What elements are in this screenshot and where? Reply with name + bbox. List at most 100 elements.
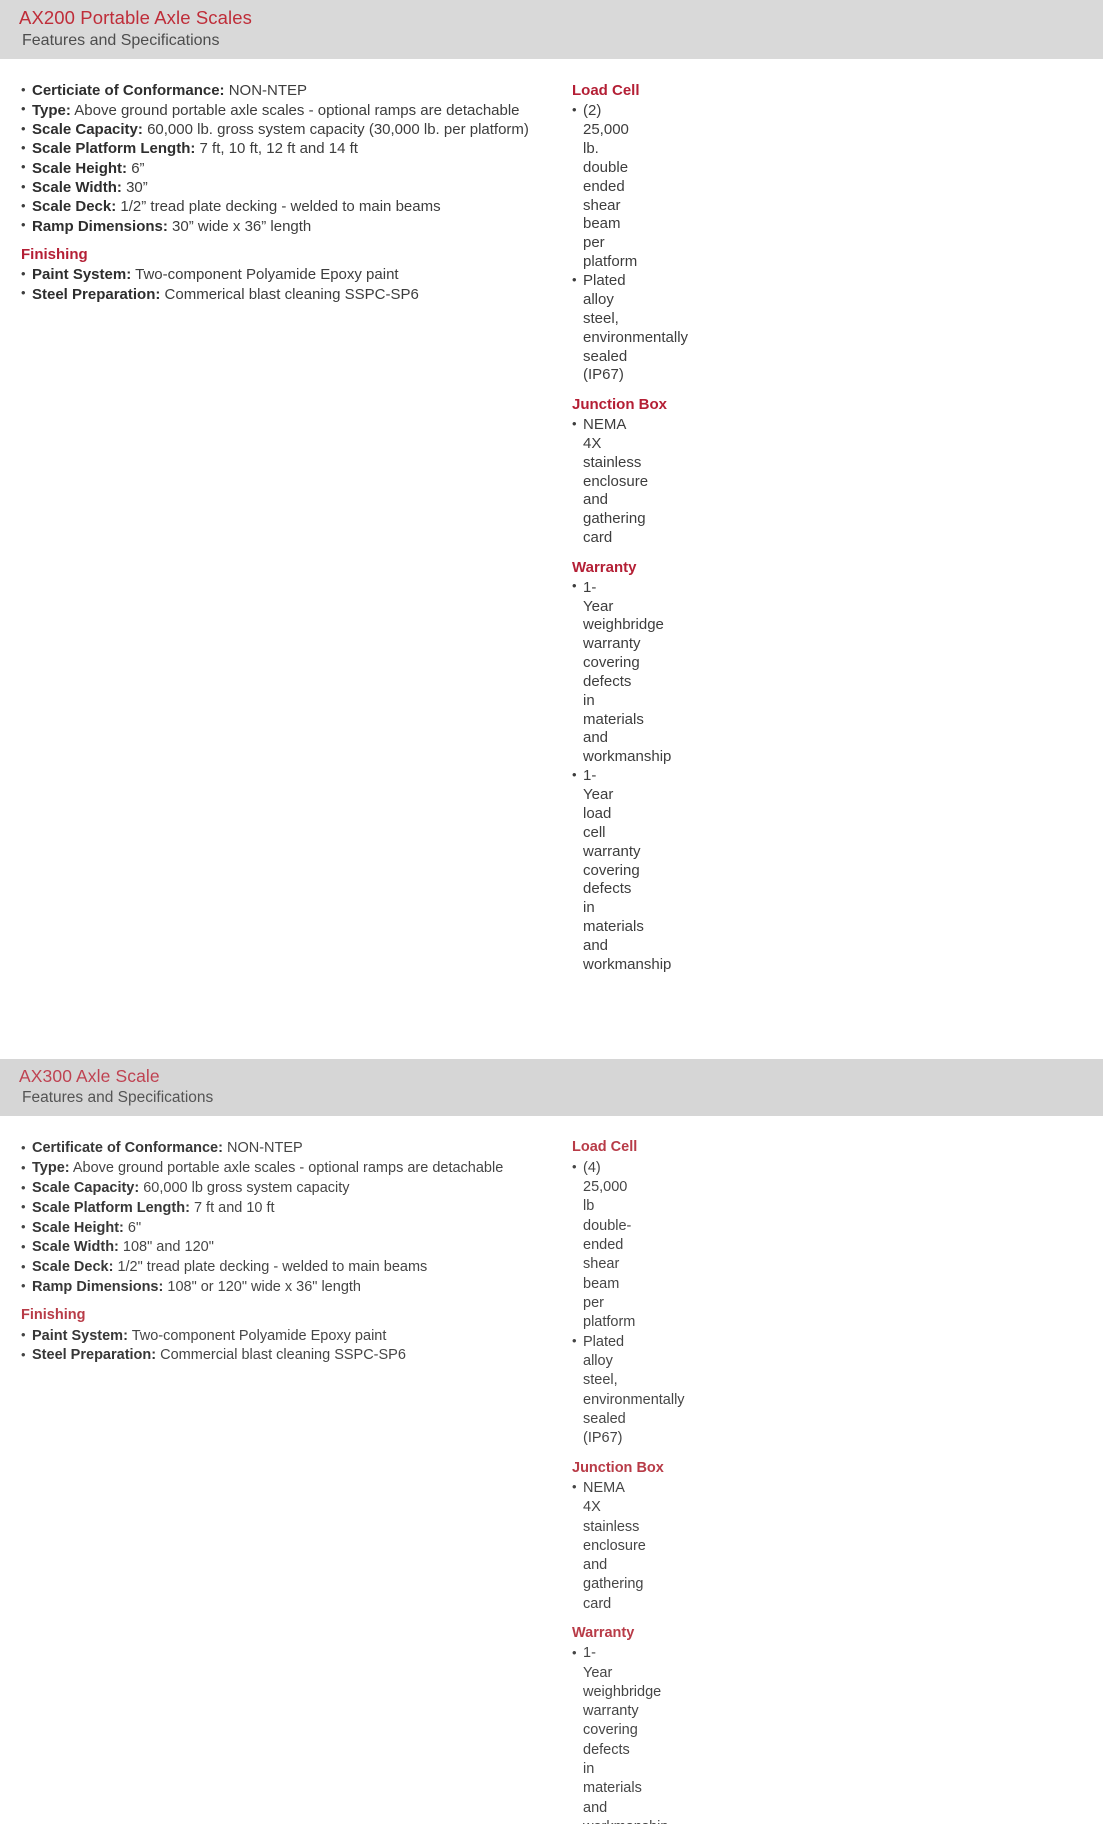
spec-item-value: Plated alloy steel, environmentally seal…: [583, 1333, 685, 1447]
spec-item-label: Scale Height:: [32, 1219, 124, 1236]
spec-item-value: 108" or 120" wide x 36" length: [167, 1278, 361, 1295]
spec-item-label: Scale Width:: [32, 1239, 119, 1256]
spec-item: Scale Deck: 1/2" tread plate decking - w…: [20, 1258, 556, 1277]
spec-item-value: Two-component Polyamide Epoxy paint: [131, 1327, 387, 1344]
spec-item-value: NEMA 4X stainless enclosure and gatherin…: [583, 1479, 646, 1612]
spec-item-label: Scale Capacity:: [32, 1180, 140, 1196]
spec-item-label: Scale Deck:: [32, 1259, 114, 1276]
spec-item-label: Certificate of Conformance:: [32, 1140, 223, 1157]
spec-item-value: NEMA 4X stainless enclosure and gatherin…: [583, 416, 649, 547]
spec-item-label: Steel Preparation:: [32, 285, 161, 303]
spec-item: Steel Preparation: Commerical blast clea…: [20, 285, 556, 305]
spec-item-value: Two-component Polyamide Epoxy paint: [135, 266, 399, 284]
section-ax300: AX300 Axle Scale Features and Specificat…: [0, 1058, 1103, 1824]
spec-item: 1-Year weighbridge warranty covering def…: [571, 578, 671, 767]
section-title: AX200 Portable Axle Scales: [19, 7, 252, 28]
spec-item: 1-Year load cell warranty covering defec…: [571, 767, 671, 974]
spec-item: Paint System: Two-component Polyamide Ep…: [20, 1326, 556, 1346]
section-subtitle: Features and Specifications: [22, 31, 220, 49]
section-header-bar-ax300: AX300 Axle Scale Features and Specificat…: [0, 1058, 1103, 1117]
spec-list: Paint System: Two-component Polyamide Ep…: [20, 266, 556, 304]
spec-item-label: Scale Capacity:: [32, 121, 143, 139]
spec-item: Scale Height: 6”: [20, 159, 556, 179]
spec-item: Scale Height: 6": [20, 1218, 556, 1238]
spec-item: Ramp Dimensions: 108" or 120" wide x 36"…: [20, 1277, 556, 1297]
spec-item: NEMA 4X stainless enclosure and gatherin…: [571, 1478, 646, 1614]
spec-item: Scale Platform Length: 7 ft, 10 ft, 12 f…: [20, 140, 556, 159]
left-column: Certiciate of Conformance: NON-NTEPType:…: [0, 82, 556, 305]
section-spacer: [0, 975, 1103, 1059]
spec-item: Ramp Dimensions: 30” wide x 36” length: [20, 217, 556, 237]
spec-item-label: Ramp Dimensions:: [32, 1278, 164, 1295]
spec-item: Scale Capacity: 60,000 lb. gross system …: [20, 121, 556, 140]
spec-item-value: NON-NTEP: [228, 82, 308, 100]
section-header-bar-ax200: AX200 Portable Axle Scales Features and …: [0, 0, 1103, 60]
spec-item-value: 1/2” tread plate decking - welded to mai…: [120, 198, 441, 216]
spec-item-value: 7 ft, 10 ft, 12 ft and 14 ft: [199, 140, 358, 158]
spec-item: 1-Year weighbridge warranty covering def…: [571, 1644, 668, 1824]
spec-item-label: Paint System:: [32, 266, 132, 284]
spec-item-label: Type:: [32, 101, 71, 119]
spec-list: Certificate of Conformance: NON-NTEPType…: [20, 1139, 556, 1297]
spec-item-label: Paint System:: [32, 1327, 128, 1344]
section-ax200: AX200 Portable Axle Scales Features and …: [0, 0, 1103, 975]
spec-item-value: 1-Year weighbridge warranty covering def…: [583, 1645, 668, 1824]
spec-item-label: Scale Height:: [32, 159, 128, 177]
spec-item: (2) 25,000 lb. double ended shear beam p…: [571, 102, 637, 271]
section-body-ax200: Certiciate of Conformance: NON-NTEPType:…: [0, 59, 1103, 974]
spec-item-value: 60,000 lb gross system capacity: [143, 1180, 350, 1196]
spec-item: Scale Platform Length: 7 ft and 10 ft: [20, 1198, 556, 1218]
spec-item-label: Certiciate of Conformance:: [32, 82, 225, 100]
spec-item-label: Type:: [32, 1160, 70, 1177]
spec-item-value: 1-Year weighbridge warranty covering def…: [583, 578, 672, 766]
spec-item-label: Scale Deck:: [32, 198, 117, 216]
spec-item-label: Scale Platform Length:: [32, 140, 196, 158]
spec-item: (4) 25,000 lb double-ended shear beam pe…: [571, 1158, 635, 1333]
spec-item: Scale Width: 108" and 120": [20, 1238, 556, 1257]
spec-item-value: 6”: [131, 159, 145, 177]
spec-item-value: (4) 25,000 lb double-ended shear beam pe…: [583, 1159, 636, 1331]
spec-item: Steel Preparation: Commercial blast clea…: [20, 1346, 556, 1365]
spec-item-value: Plated alloy steel, environmentally seal…: [583, 272, 689, 384]
spec-item-value: Above ground portable axle scales - opti…: [74, 101, 520, 119]
spec-item-label: Steel Preparation:: [32, 1347, 157, 1364]
spec-item: Plated alloy steel, environmentally seal…: [571, 272, 688, 385]
spec-item: Scale Capacity: 60,000 lb gross system c…: [20, 1178, 556, 1198]
spec-item-value: (2) 25,000 lb. double ended shear beam p…: [583, 102, 638, 270]
spec-item-value: 1/2" tread plate decking - welded to mai…: [117, 1259, 428, 1276]
spec-item: Type: Above ground portable axle scales …: [20, 101, 556, 121]
spec-item: Scale Width: 30”: [20, 179, 556, 198]
section-subtitle: Features and Specifications: [22, 1089, 214, 1107]
spec-item-value: Above ground portable axle scales - opti…: [72, 1160, 504, 1177]
spec-item-value: 6": [127, 1219, 142, 1236]
spec-item: Paint System: Two-component Polyamide Ep…: [20, 266, 556, 285]
spec-group: Certiciate of Conformance: NON-NTEPType:…: [20, 82, 556, 236]
spec-item-label: Scale Width:: [32, 179, 122, 197]
spec-item-label: Ramp Dimensions:: [32, 217, 168, 235]
spec-item-value: 60,000 lb. gross system capacity (30,000…: [147, 121, 529, 139]
spec-item-value: 30”: [126, 179, 148, 197]
spec-group: Finishing Paint System: Two-component Pol…: [20, 246, 556, 304]
spec-item-value: 108" and 120": [122, 1239, 214, 1256]
spec-sheet-page: AX200 Portable Axle Scales Features and …: [0, 0, 1103, 912]
spec-item: Plated alloy steel, environmentally seal…: [571, 1332, 685, 1449]
spec-group-heading: Finishing: [21, 246, 88, 264]
section-title: AX300 Axle Scale: [19, 1065, 160, 1086]
spec-item: NEMA 4X stainless enclosure and gatherin…: [571, 416, 648, 548]
spec-item-value: 7 ft and 10 ft: [193, 1199, 275, 1216]
spec-item-value: NON-NTEP: [226, 1140, 303, 1157]
spec-item-value: 1-Year load cell warranty covering defec…: [583, 767, 672, 973]
spec-item: Certificate of Conformance: NON-NTEP: [20, 1139, 556, 1158]
left-column: Certificate of Conformance: NON-NTEPType…: [0, 1139, 556, 1366]
spec-item-value: Commercial blast cleaning SSPC-SP6: [160, 1347, 406, 1364]
spec-item: Certiciate of Conformance: NON-NTEP: [20, 82, 556, 101]
spec-item-value: Commerical blast cleaning SSPC-SP6: [164, 285, 419, 303]
spec-item-value: 30” wide x 36” length: [172, 217, 312, 235]
spec-item: Type: Above ground portable axle scales …: [20, 1159, 556, 1178]
spec-list: Paint System: Two-component Polyamide Ep…: [20, 1326, 556, 1366]
section-body-ax300: Certificate of Conformance: NON-NTEPType…: [0, 1116, 1103, 1824]
spec-group: Certificate of Conformance: NON-NTEPType…: [20, 1139, 556, 1297]
spec-item: Scale Deck: 1/2” tread plate decking - w…: [20, 198, 556, 217]
spec-list: Certiciate of Conformance: NON-NTEPType:…: [20, 82, 556, 236]
spec-item-label: Scale Platform Length:: [32, 1199, 190, 1216]
